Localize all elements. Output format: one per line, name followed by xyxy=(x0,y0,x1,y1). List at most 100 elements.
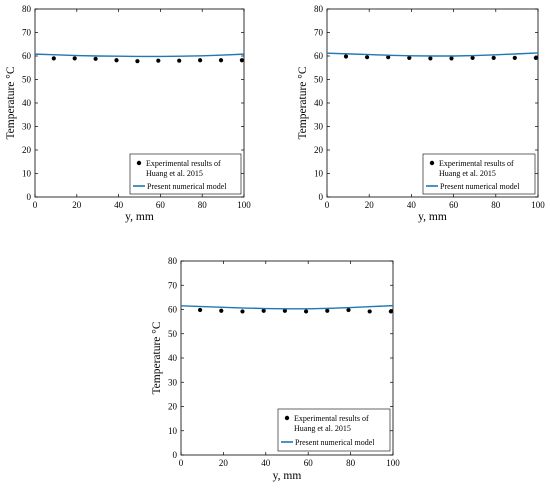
data-point xyxy=(367,309,372,314)
y-tick-label: 40 xyxy=(168,353,178,363)
legend-label-experimental-line2: Huang et al. 2015 xyxy=(146,169,203,178)
legend-marker-experimental xyxy=(429,160,435,166)
legend-box xyxy=(129,153,242,195)
legend-label-experimental-line1: Experimental results of xyxy=(294,414,369,423)
data-point xyxy=(428,56,433,61)
legend-label-model: Present numerical model xyxy=(147,182,227,191)
legend-box xyxy=(277,408,391,452)
data-point xyxy=(198,58,203,63)
legend: Experimental results of Huang et al. 201… xyxy=(277,408,391,452)
series-line-model xyxy=(34,53,245,58)
y-axis-label: Temperature °C xyxy=(5,66,17,139)
y-tick-label: 80 xyxy=(22,4,32,14)
x-tick-label: 0 xyxy=(33,200,38,210)
x-tick-label: 100 xyxy=(531,200,545,210)
x-tick-label: 40 xyxy=(114,200,124,210)
x-tick-label: 0 xyxy=(179,458,184,468)
x-tick-label: 40 xyxy=(407,200,417,210)
y-tick-label: 20 xyxy=(314,145,324,155)
y-axis-label: Temperature °C xyxy=(297,66,309,139)
legend-marker-experimental xyxy=(136,160,142,166)
data-point xyxy=(114,58,119,63)
x-tick-label: 80 xyxy=(346,458,356,468)
y-tick-label: 10 xyxy=(168,426,178,436)
legend: Experimental results of Huang et al. 201… xyxy=(129,153,242,195)
data-point xyxy=(282,308,287,313)
x-tick-label: 20 xyxy=(219,458,229,468)
x-tick-label: 0 xyxy=(325,200,330,210)
data-point xyxy=(346,307,351,313)
legend: Experimental results of Huang et al. 201… xyxy=(422,153,536,195)
data-point xyxy=(364,55,370,60)
data-point xyxy=(135,59,140,64)
y-tick-label: 70 xyxy=(168,280,178,290)
y-tick-label: 80 xyxy=(314,4,324,14)
x-axis-label: y, mm xyxy=(125,211,154,223)
series-layer xyxy=(326,52,539,61)
y-tick-label: 70 xyxy=(314,28,324,38)
x-tick-label: 100 xyxy=(237,200,251,210)
y-tick-label: 40 xyxy=(22,98,32,108)
y-tick-label: 0 xyxy=(319,192,324,202)
y-tick-label: 50 xyxy=(314,75,324,85)
data-point xyxy=(388,309,393,314)
data-point xyxy=(239,58,245,63)
legend-label-model: Present numerical model xyxy=(295,438,375,447)
y-tick-label: 50 xyxy=(22,75,32,85)
x-tick-label: 80 xyxy=(198,200,208,210)
data-point xyxy=(407,55,412,60)
tick-labels: 0 20 40 60 80 100 0 10 20 30 40 50 60 70 80 xyxy=(314,4,545,210)
legend-label-model: Present numerical model xyxy=(440,182,520,191)
tick-labels: 0 20 40 60 80 100 0 10 20 30 40 50 60 70 80 xyxy=(168,256,400,468)
tick-labels: 0 20 40 60 80 100 0 10 20 30 40 50 60 70 80 xyxy=(22,4,251,210)
y-tick-label: 80 xyxy=(168,256,178,266)
y-tick-label: 50 xyxy=(168,329,178,339)
legend-box xyxy=(422,153,536,195)
data-point xyxy=(51,56,56,61)
chart-1: 0 20 40 60 80 100 0 10 20 30 40 50 60 70 80 y, mm Temp… xyxy=(5,4,251,223)
data-point xyxy=(156,58,161,63)
data-point xyxy=(343,54,349,59)
legend-marker-experimental xyxy=(284,415,290,421)
y-tick-label: 0 xyxy=(27,192,32,202)
ticks xyxy=(180,260,394,456)
x-tick-label: 20 xyxy=(72,200,82,210)
series-line-model xyxy=(180,304,394,310)
data-point xyxy=(93,56,98,61)
x-tick-label: 100 xyxy=(386,458,400,468)
chart-2: 0 20 40 60 80 100 0 10 20 30 40 50 60 70 80 y, mm Temp… xyxy=(297,4,545,223)
data-point xyxy=(449,56,454,61)
y-tick-label: 10 xyxy=(22,169,32,179)
x-tick-label: 40 xyxy=(261,458,271,468)
x-axis-label: y, mm xyxy=(418,211,447,223)
series-line-model xyxy=(326,52,539,57)
y-tick-label: 70 xyxy=(22,28,32,38)
data-point xyxy=(219,308,224,313)
data-point xyxy=(72,56,77,61)
data-point xyxy=(240,309,245,314)
data-point xyxy=(386,55,391,60)
y-tick-label: 40 xyxy=(314,98,324,108)
data-point xyxy=(512,55,517,60)
chart-3: 0 20 40 60 80 100 0 10 20 30 40 50 60 70 80 y, mm Temp… xyxy=(151,256,400,482)
ticks xyxy=(326,8,539,198)
data-point xyxy=(177,58,182,63)
x-tick-label: 60 xyxy=(449,200,459,210)
data-point xyxy=(261,308,266,313)
legend-label-experimental-line2: Huang et al. 2015 xyxy=(294,424,351,433)
data-point xyxy=(533,55,538,60)
series-layer xyxy=(34,53,245,64)
x-tick-label: 20 xyxy=(365,200,375,210)
y-tick-label: 10 xyxy=(314,169,324,179)
legend-label-experimental-line1: Experimental results of xyxy=(146,159,221,168)
x-axis-label: y, mm xyxy=(273,470,302,482)
x-tick-label: 80 xyxy=(491,200,501,210)
series-layer xyxy=(180,304,394,314)
legend-label-experimental-line2: Huang et al. 2015 xyxy=(439,169,496,178)
y-tick-label: 60 xyxy=(168,305,178,315)
data-point xyxy=(303,309,309,314)
data-point xyxy=(470,55,475,60)
x-tick-label: 60 xyxy=(156,200,166,210)
legend-label-experimental-line1: Experimental results of xyxy=(439,159,514,168)
